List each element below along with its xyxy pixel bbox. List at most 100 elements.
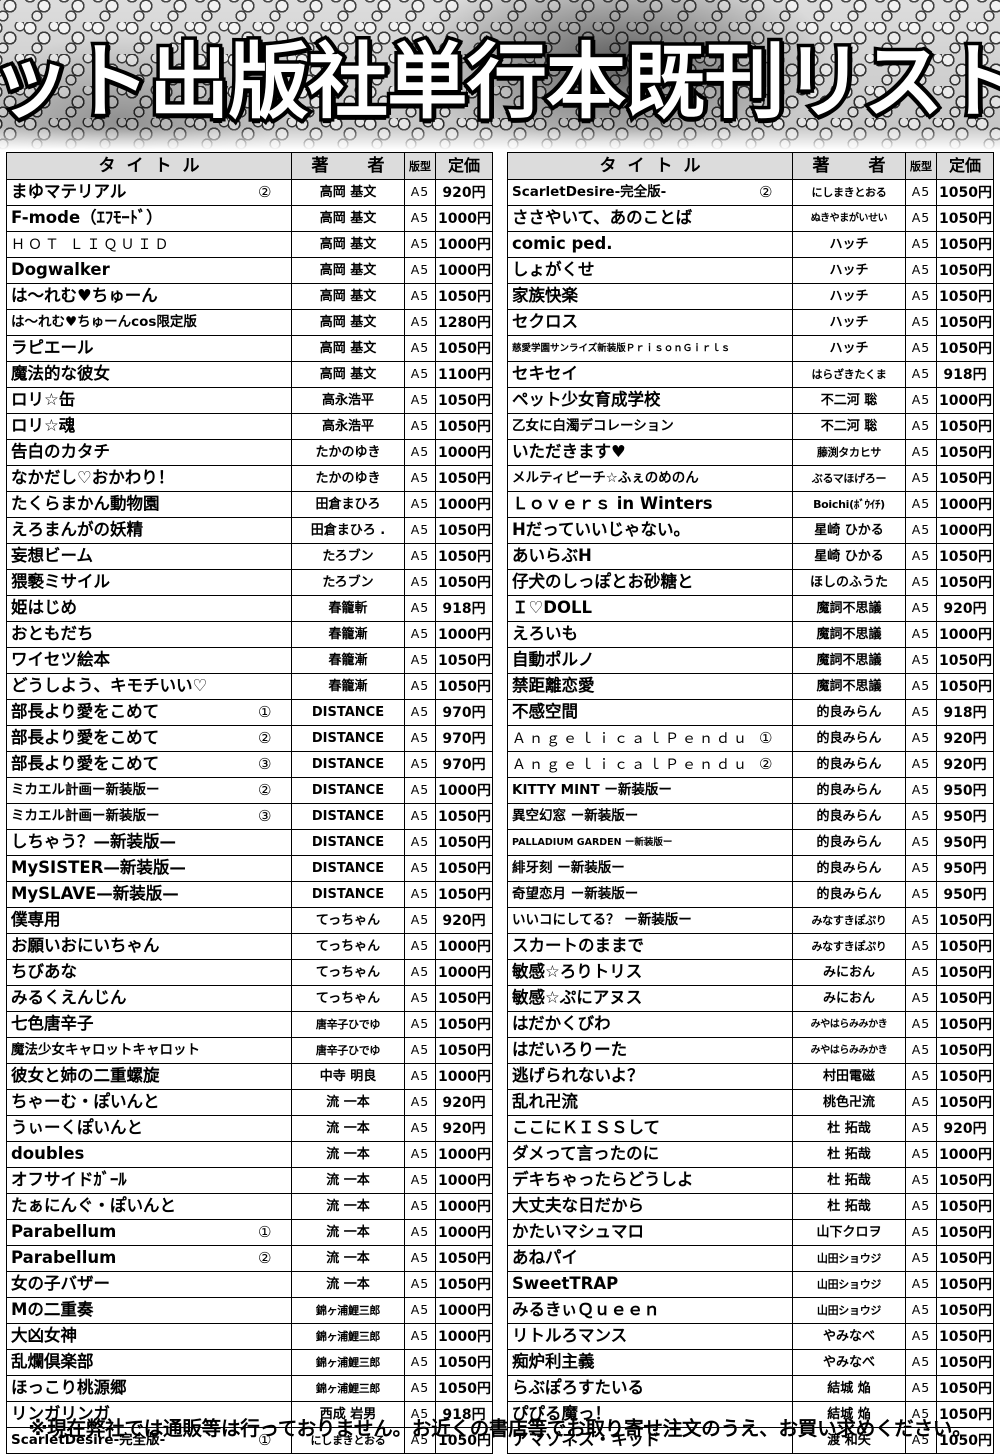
cell-price: 1050円 <box>936 1089 994 1116</box>
cell-price: 1050円 <box>936 1401 994 1428</box>
cell-price: 1050円 <box>936 647 994 674</box>
table-row: いただきます♥ 藤渕タカヒサ A5 1050円 <box>507 439 994 466</box>
catalog-rows-right: ScarletDesire-完全版- ② にしまきとおる A5 1050円 ささやいて、あ… <box>507 179 994 1454</box>
cell-size: A5 <box>905 413 937 440</box>
cell-author: たかのゆき <box>291 439 405 466</box>
cell-author: 不二河 聡 <box>792 387 906 414</box>
cell-price: 1050円 <box>435 803 493 830</box>
cell-price: 1000円 <box>435 1063 493 1090</box>
cell-title: なかだし♡おかわり！ <box>6 465 243 492</box>
cell-size: A5 <box>404 1427 436 1454</box>
cell-price: 1050円 <box>435 569 493 596</box>
cell-volume-number <box>743 231 793 258</box>
cell-author: 流 一本 <box>291 1089 405 1116</box>
cell-price: 918円 <box>435 1401 493 1428</box>
table-row: MySISTER—新装版— DISTANCE A5 1050円 <box>6 855 493 882</box>
cell-size: A5 <box>404 283 436 310</box>
cell-price: 1050円 <box>936 1167 994 1194</box>
cell-title: comic ped. <box>507 231 744 258</box>
cell-author: みにおん <box>792 959 906 986</box>
cell-title: ミカエル計画ー新装版ー <box>6 777 243 804</box>
cell-price: 920円 <box>435 179 493 206</box>
cell-volume-number <box>743 309 793 336</box>
cell-volume-number: ② <box>242 777 292 804</box>
banner-fade <box>0 126 1000 152</box>
cell-volume-number <box>242 1193 292 1220</box>
table-row: メルティピーチ☆ふぇのめのん ぶるマほげろー A5 1050円 <box>507 465 994 492</box>
cell-volume-number <box>743 387 793 414</box>
cell-author: にしまきとおる <box>792 179 906 206</box>
cell-size: A5 <box>905 205 937 232</box>
cell-author: 結城 焔 <box>792 1401 906 1428</box>
cell-title: 部長より愛をこめて <box>6 699 243 726</box>
cell-author: 的良みらん <box>792 855 906 882</box>
cell-price: 1050円 <box>936 1297 994 1324</box>
cell-title: Hだっていいじゃない。 <box>507 517 744 544</box>
table-row: comic ped. ハッチ A5 1050円 <box>507 231 994 258</box>
cell-title: 敏感☆ぷにアヌス <box>507 985 744 1012</box>
cell-price: 1050円 <box>936 1037 994 1064</box>
cell-price: 918円 <box>936 361 994 388</box>
table-row: 奇望恋月 ー新装版ー 的良みらん A5 950円 <box>507 881 994 908</box>
cell-price: 1050円 <box>936 231 994 258</box>
table-row: 女の子バザー 流 一本 A5 1050円 <box>6 1271 493 1298</box>
table-row: ロリ☆魂 高永浩平 A5 1050円 <box>6 413 493 440</box>
cell-title: えろいも <box>507 621 744 648</box>
cell-size: A5 <box>905 907 937 934</box>
cell-volume-number: ② <box>743 751 793 778</box>
cell-author: はらざきたくま <box>792 361 906 388</box>
cell-volume-number <box>743 205 793 232</box>
table-row: ラピエール 高岡 基文 A5 1050円 <box>6 335 493 362</box>
cell-size: A5 <box>404 205 436 232</box>
cell-size: A5 <box>404 1323 436 1350</box>
cell-volume-number <box>242 595 292 622</box>
cell-volume-number <box>743 881 793 908</box>
column-header-title: タイトル <box>507 152 793 180</box>
cell-author: 錦ヶ浦鯉三郎 <box>291 1297 405 1324</box>
cell-title: 魔法少女キャロットキャロット <box>6 1037 243 1064</box>
cell-price: 1050円 <box>936 465 994 492</box>
cell-title: たくらまかん動物園 <box>6 491 243 518</box>
cell-price: 1050円 <box>936 179 994 206</box>
cell-size: A5 <box>905 829 937 856</box>
cell-title: らぶぽろすたいる <box>507 1375 744 1402</box>
cell-volume-number: ② <box>242 725 292 752</box>
cell-title: ScarletDesire-完全版- <box>507 179 744 206</box>
cell-author: にしまきとおる <box>291 1427 405 1454</box>
table-row: 緋牙刻 ー新装版ー 的良みらん A5 950円 <box>507 855 994 882</box>
cell-title: ちびあな <box>6 959 243 986</box>
cell-size: A5 <box>905 985 937 1012</box>
cell-price: 918円 <box>936 699 994 726</box>
cell-volume-number <box>242 621 292 648</box>
table-row: PALLADIUM GARDEN ー新装版ー 的良みらん A5 950円 <box>507 829 994 856</box>
cell-volume-number <box>242 569 292 596</box>
column-header-size: 版型 <box>404 152 436 180</box>
cell-price: 1050円 <box>936 439 994 466</box>
cell-title: ダメって言ったのに <box>507 1141 744 1168</box>
cell-size: A5 <box>404 387 436 414</box>
table-header-row: タイトル 著 者 版型 定価 <box>6 152 493 180</box>
cell-title: ペット少女育成学校 <box>507 387 744 414</box>
cell-title: ＨＯＴ ＬＩＱＵＩＤ <box>6 231 243 258</box>
cell-price: 1050円 <box>936 283 994 310</box>
cell-author: てっちゃん <box>291 985 405 1012</box>
table-row: えろいも 魔詞不思議 A5 1000円 <box>507 621 994 648</box>
cell-volume-number: ③ <box>242 803 292 830</box>
cell-volume-number <box>743 1297 793 1324</box>
cell-price: 920円 <box>936 725 994 752</box>
cell-title: 禁距離恋愛 <box>507 673 744 700</box>
table-row: 乱爛倶楽部 錦ヶ浦鯉三郎 A5 1050円 <box>6 1349 493 1376</box>
table-row: たくらまかん動物園 田倉まひろ A5 1000円 <box>6 491 493 518</box>
cell-price: 1050円 <box>936 257 994 284</box>
table-row: 禁距離恋愛 魔詞不思議 A5 1050円 <box>507 673 994 700</box>
cell-title: 大凶女神 <box>6 1323 243 1350</box>
cell-volume-number <box>743 907 793 934</box>
cell-size: A5 <box>905 1375 937 1402</box>
table-row: 僕専用 てっちゃん A5 920円 <box>6 907 493 934</box>
cell-size: A5 <box>905 1271 937 1298</box>
cell-price: 1000円 <box>435 621 493 648</box>
cell-title: みるきぃＱｕｅｅｎ <box>507 1297 744 1324</box>
cell-author: ハッチ <box>792 335 906 362</box>
table-row: しょがくせ ハッチ A5 1050円 <box>507 257 994 284</box>
cell-price: 1050円 <box>936 933 994 960</box>
